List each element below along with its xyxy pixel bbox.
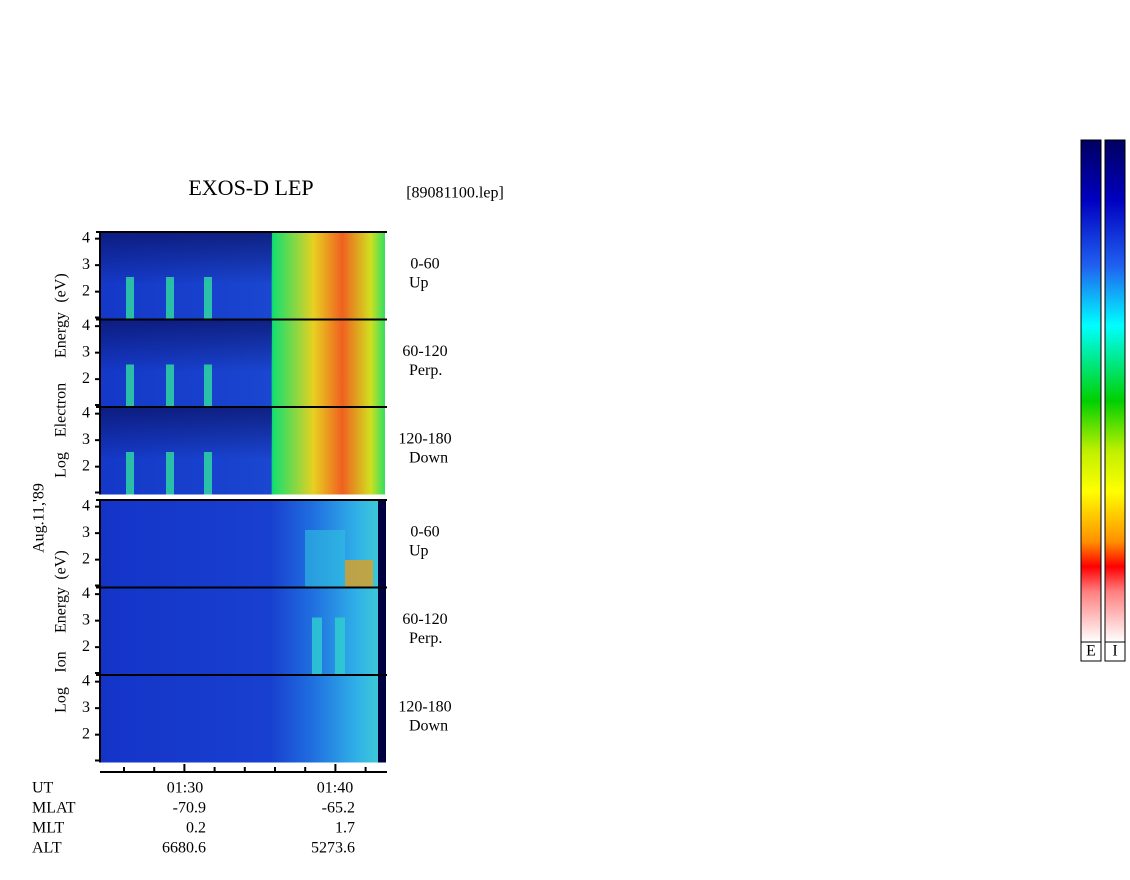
edge (378, 587, 386, 675)
y-tick-label: 2 (82, 550, 90, 567)
burst (204, 452, 212, 495)
burst (305, 530, 345, 588)
y-tick-label: 4 (82, 672, 90, 689)
row-value: -65.2 (322, 800, 355, 817)
panel-sub: Up (409, 275, 429, 292)
panel-sub: Down (409, 450, 448, 467)
y-tick-label: 3 (82, 431, 90, 448)
burst (312, 617, 322, 675)
color-bar-box (1080, 641, 1102, 662)
y-label: Log (53, 687, 70, 713)
burst (126, 364, 134, 407)
spectrogram-shade (100, 232, 272, 320)
y-label: (eV) (53, 273, 70, 302)
file-name: [89081100.lep] (406, 185, 504, 202)
row-label: MLT (32, 820, 65, 837)
color-bar-box (1104, 641, 1126, 662)
row-label: MLAT (32, 800, 76, 817)
spectrogram-shade (100, 319, 272, 407)
y-tick-label: 4 (82, 229, 90, 246)
panel-label: 60-120 (402, 611, 447, 628)
burst (166, 277, 174, 320)
y-label: (eV) (53, 550, 70, 579)
y-tick-label: 4 (82, 585, 90, 602)
burst (126, 452, 134, 495)
burst (166, 452, 174, 495)
y-tick-label: 4 (82, 404, 90, 421)
panel-label: 0-60 (410, 524, 439, 541)
y-tick-label: 2 (82, 282, 90, 299)
edge (378, 500, 386, 588)
y-tick-label: 3 (82, 256, 90, 273)
spectrogram (100, 675, 385, 763)
color-bar (1104, 139, 1126, 643)
panel-label: 120-180 (398, 699, 451, 716)
date: Aug.11,'89 (31, 483, 48, 553)
row-value: 01:30 (167, 780, 203, 797)
panel-label: 120-180 (398, 431, 451, 448)
panel-sub: Up (409, 543, 429, 560)
spectrogram-shade (100, 407, 272, 495)
row-value: 0.2 (186, 820, 206, 837)
panel-label: 60-120 (402, 343, 447, 360)
color-bar (1080, 139, 1102, 643)
color-bar-label: I (1112, 643, 1117, 660)
y-tick-label: 3 (82, 611, 90, 628)
row-label: UT (32, 780, 54, 797)
burst (166, 364, 174, 407)
row-value: 1.7 (335, 820, 355, 837)
y-tick-label: 4 (82, 317, 90, 334)
panel-sub: Perp. (409, 362, 442, 379)
edge (378, 675, 386, 763)
row-value: 6680.6 (162, 840, 206, 857)
burst (126, 277, 134, 320)
panel-sub: Perp. (409, 630, 442, 647)
y-tick-label: 3 (82, 343, 90, 360)
row-value: 5273.6 (311, 840, 355, 857)
row-value: 01:40 (317, 780, 353, 797)
y-tick-label: 2 (82, 457, 90, 474)
burst (345, 560, 373, 588)
title: EXOS-D LEP (188, 175, 313, 200)
y-tick-label: 2 (82, 638, 90, 655)
y-tick-label: 2 (82, 370, 90, 387)
burst (204, 277, 212, 320)
panel-label: 0-60 (410, 256, 439, 273)
burst (204, 364, 212, 407)
y-tick-label: 2 (82, 725, 90, 742)
y-tick-label: 4 (82, 497, 90, 514)
y-label: Log (53, 452, 70, 478)
row-label: ALT (32, 840, 62, 857)
y-tick-label: 3 (82, 699, 90, 716)
y-label: Electron (53, 383, 70, 437)
y-label: Energy (53, 312, 70, 358)
y-label: Energy (53, 587, 70, 633)
row-value: -70.9 (173, 800, 206, 817)
y-tick-label: 3 (82, 524, 90, 541)
y-label: Ion (53, 651, 70, 672)
burst (335, 617, 345, 675)
color-bar-label: E (1086, 643, 1096, 660)
panel-sub: Down (409, 718, 448, 735)
